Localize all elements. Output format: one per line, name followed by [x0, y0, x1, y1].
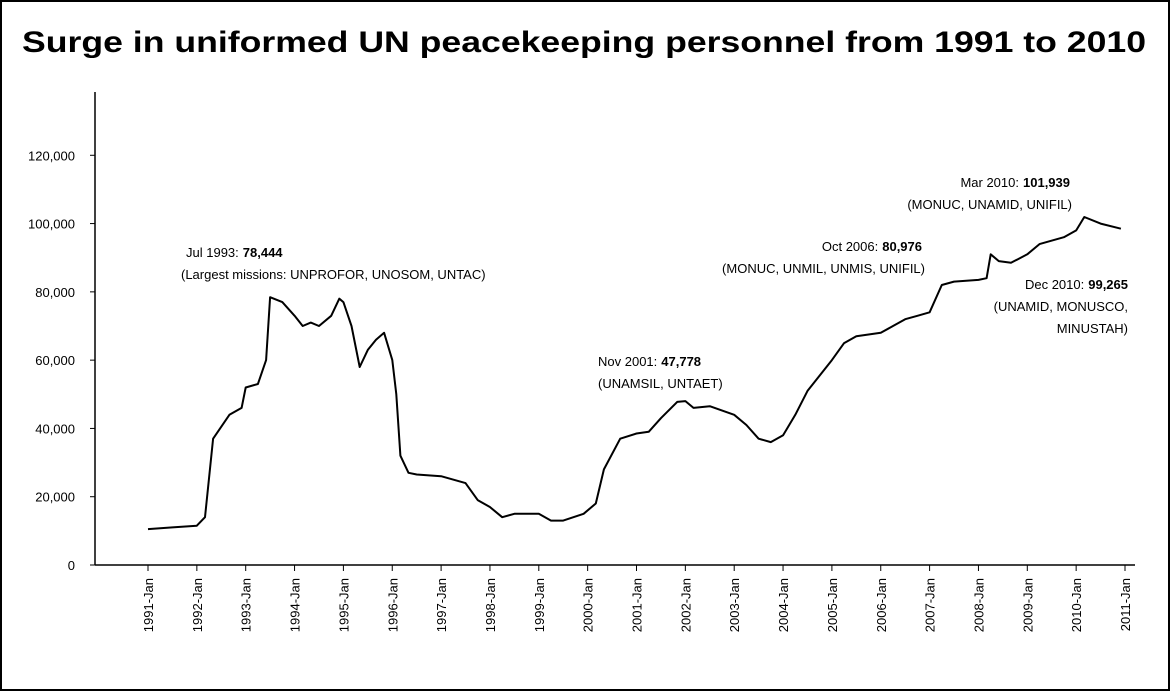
x-tick-label: 2011-Jan	[1118, 578, 1133, 631]
annotation: Nov 2001: 47,778	[598, 354, 701, 369]
annotation-value: 99,265	[1088, 277, 1128, 292]
y-tick-label: 0	[68, 558, 75, 573]
data-line	[147, 216, 1122, 531]
x-tick-label: 2007-Jan	[923, 578, 938, 632]
x-tick-label: 2010-Jan	[1069, 578, 1084, 632]
annotation-detail: (Largest missions: UNPROFOR, UNOSOM, UNT…	[181, 267, 486, 282]
x-tick-label: 2001-Jan	[630, 578, 645, 632]
annotation: Mar 2010: 101,939	[960, 175, 1070, 190]
annotation: Oct 2006: 80,976	[822, 239, 922, 254]
annotation: Jul 1993: 78,444	[186, 245, 283, 260]
y-tick-label: 40,000	[35, 421, 75, 436]
y-tick-label: 100,000	[28, 217, 75, 232]
x-tick-label: 2008-Jan	[971, 578, 986, 632]
annotation-value: 101,939	[1023, 175, 1070, 190]
x-tick-label: 1993-Jan	[239, 578, 254, 632]
x-tick-label: 2000-Jan	[581, 578, 596, 632]
x-tick-label: 2005-Jan	[825, 578, 840, 632]
x-tick-label: 1992-Jan	[190, 578, 205, 632]
x-tick-label: 2004-Jan	[776, 578, 791, 632]
annotation-detail: (UNAMSIL, UNTAET)	[598, 376, 723, 391]
annotation-detail: (UNAMID, MONUSCO,	[994, 299, 1128, 314]
x-tick-label: 1998-Jan	[483, 578, 498, 632]
annotation-value: 47,778	[661, 354, 701, 369]
annotation-label: Oct 2006:	[822, 239, 878, 254]
y-tick-label: 60,000	[35, 353, 75, 368]
y-tick-label: 80,000	[35, 285, 75, 300]
annotation-label: Jul 1993:	[186, 245, 239, 260]
x-tick-label: 1997-Jan	[434, 578, 449, 632]
annotation-value: 78,444	[243, 245, 284, 260]
x-tick-label: 2003-Jan	[727, 578, 742, 632]
annotation-detail: (MONUC, UNMIL, UNMIS, UNIFIL)	[722, 261, 925, 276]
x-tick-label: 1991-Jan	[141, 578, 156, 632]
annotation-detail: MINUSTAH)	[1057, 321, 1128, 336]
chart-title: Surge in uniformed UN peacekeeping perso…	[22, 26, 1146, 59]
annotation-label: Nov 2001:	[598, 354, 657, 369]
annotation-detail: (MONUC, UNAMID, UNIFIL)	[907, 197, 1072, 212]
annotation-label: Mar 2010:	[960, 175, 1019, 190]
y-tick-label: 120,000	[28, 148, 75, 163]
x-tick-label: 1999-Jan	[532, 578, 547, 632]
x-tick-label: 2009-Jan	[1020, 578, 1035, 632]
annotation: Dec 2010: 99,265	[1025, 277, 1128, 292]
annotation-label: Dec 2010:	[1025, 277, 1084, 292]
x-tick-label: 1995-Jan	[336, 578, 351, 632]
x-tick-label: 1996-Jan	[385, 578, 400, 632]
x-tick-label: 2002-Jan	[678, 578, 693, 632]
x-tick-label: 1994-Jan	[288, 578, 303, 632]
annotation-value: 80,976	[882, 239, 922, 254]
x-tick-label: 2006-Jan	[874, 578, 889, 632]
y-tick-label: 20,000	[35, 490, 75, 505]
